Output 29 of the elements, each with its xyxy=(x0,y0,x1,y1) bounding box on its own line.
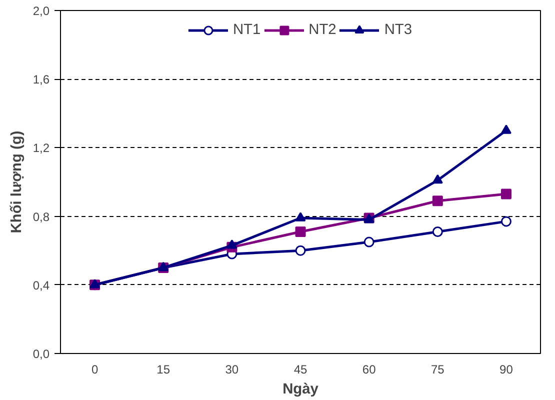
x-tick-label: 30 xyxy=(225,362,239,376)
x-tick-label: 60 xyxy=(362,362,376,376)
x-tick-label: 0 xyxy=(91,362,98,376)
point xyxy=(364,236,374,248)
point xyxy=(500,216,512,227)
y-tick-label: 1,2 xyxy=(32,141,50,156)
point xyxy=(432,174,443,184)
y-tick-label: 0,4 xyxy=(32,278,50,292)
x-tick-label: 75 xyxy=(430,362,445,376)
point xyxy=(432,226,443,237)
point xyxy=(226,240,238,249)
x-tick-label: 15 xyxy=(156,362,170,376)
y-tick-label: 0,8 xyxy=(32,210,50,224)
y-tick-label: 2,0 xyxy=(32,4,50,18)
legend-label: NT2 xyxy=(308,22,336,38)
point xyxy=(500,124,512,134)
x-axis-title: Ngày xyxy=(282,382,320,398)
point xyxy=(432,196,443,206)
y-tick-label: 0,0 xyxy=(32,347,50,361)
legend-label: NT3 xyxy=(384,22,412,38)
point xyxy=(295,226,306,237)
legend-label: NT1 xyxy=(232,22,261,38)
y-tick-label: 1,6 xyxy=(32,72,50,87)
x-tick-label: 45 xyxy=(294,362,308,376)
point xyxy=(295,245,306,256)
y-axis-title: Khối lượng (g) xyxy=(8,130,25,234)
x-tick-label: 90 xyxy=(500,362,514,376)
point xyxy=(295,212,306,222)
point xyxy=(500,188,512,200)
